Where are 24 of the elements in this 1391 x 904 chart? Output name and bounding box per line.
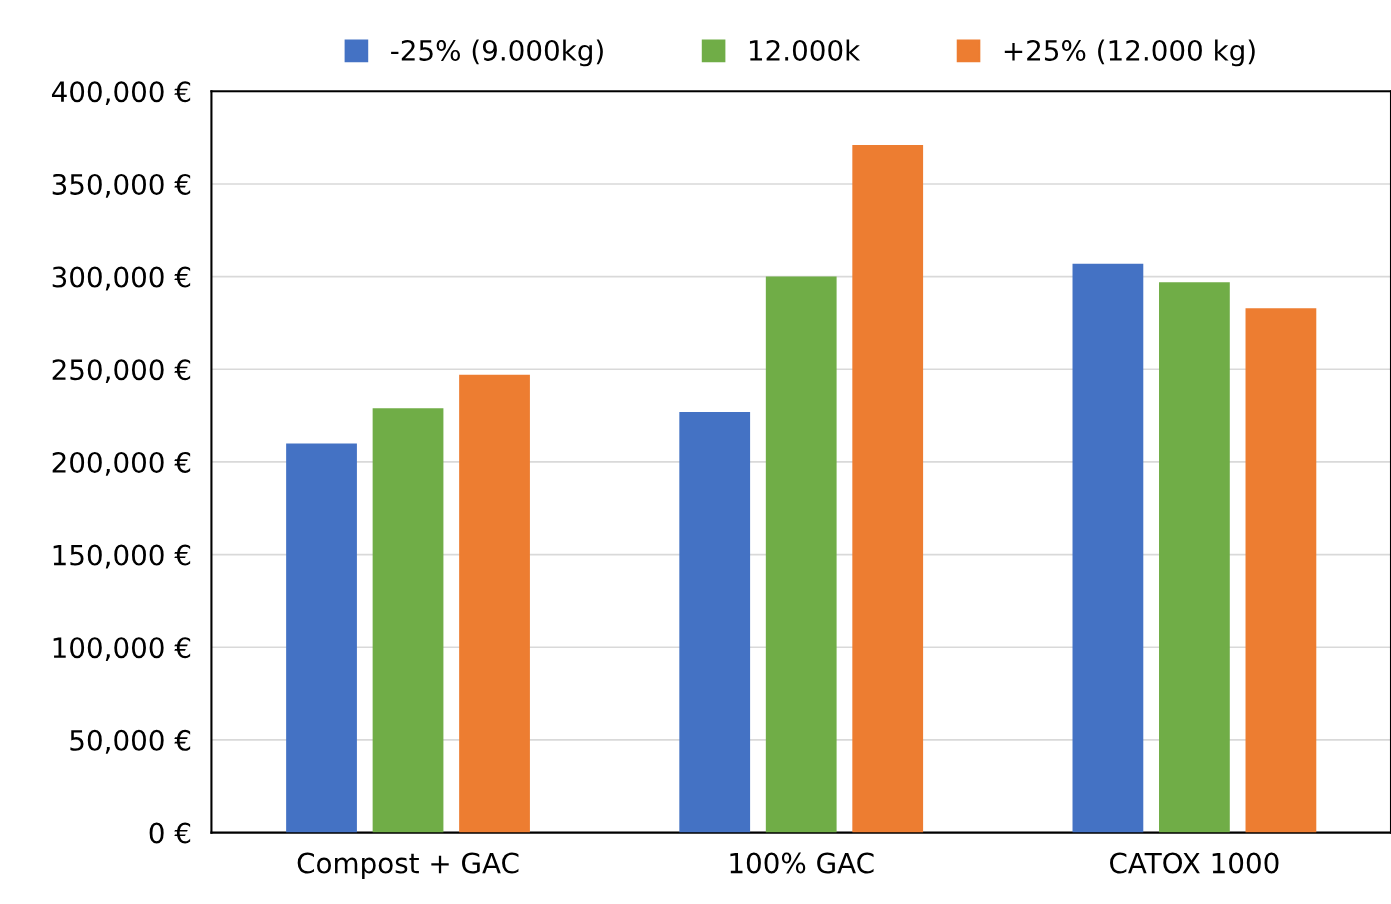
bar — [372, 408, 444, 833]
legend-label: -25% (9.000kg) — [391, 39, 603, 67]
y-tick-label: 50,000 € — [70, 729, 191, 754]
bar — [765, 276, 837, 833]
y-tick-label: 350,000 € — [52, 173, 191, 198]
bar — [852, 145, 924, 833]
legend-label: +25% (12.000 kg) — [1004, 39, 1255, 67]
x-tick-label: CATOX 1000 — [1110, 852, 1279, 874]
bar — [1245, 308, 1317, 833]
y-tick-label: 300,000 € — [52, 266, 191, 291]
y-tick-label: 250,000 € — [52, 359, 191, 384]
legend-label: 12.000k — [749, 39, 861, 61]
y-tick-label: 0 € — [149, 822, 191, 844]
y-tick-label: 200,000 € — [52, 451, 191, 476]
bar — [286, 443, 357, 833]
x-tick-label: Compost + GAC — [297, 852, 519, 879]
y-tick-label: 400,000 € — [51, 81, 191, 106]
bar — [1072, 263, 1144, 833]
bar — [459, 374, 530, 833]
y-tick-label: 150,000 € — [53, 544, 191, 569]
bar — [679, 411, 751, 833]
x-tick-label: 100% GAC — [730, 852, 874, 874]
bar — [1159, 282, 1230, 833]
y-tick-label: 100,000 € — [53, 637, 191, 662]
